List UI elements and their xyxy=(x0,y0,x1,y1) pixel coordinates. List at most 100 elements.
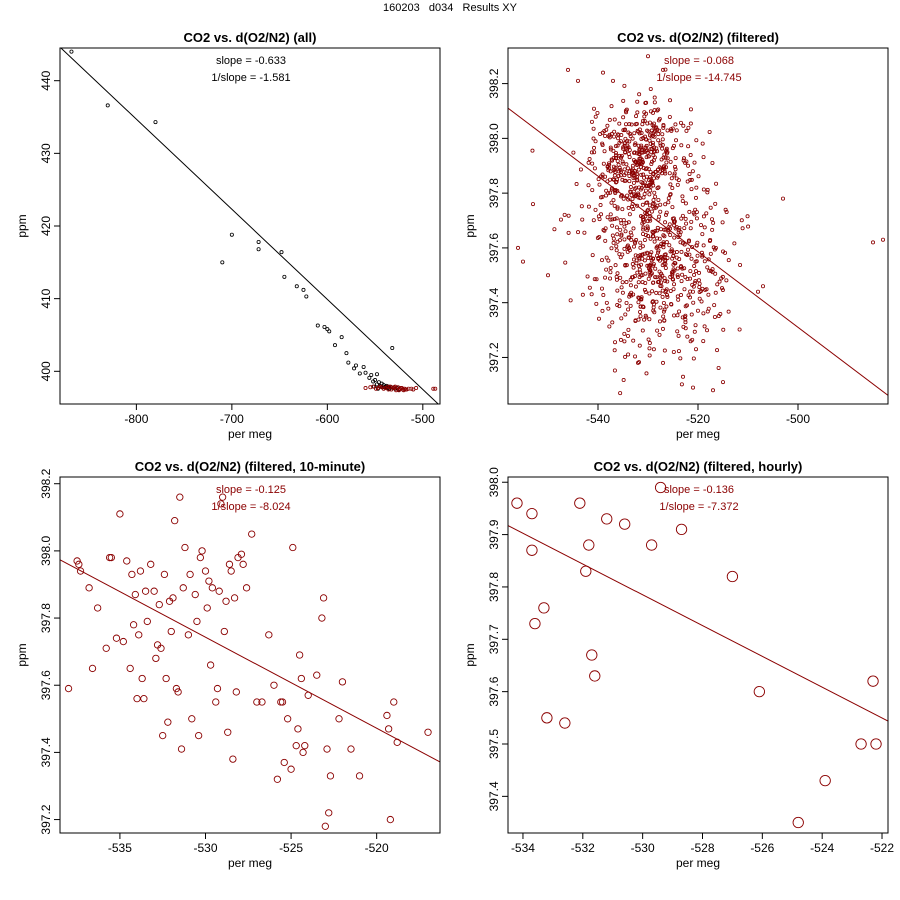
data-point xyxy=(623,178,628,183)
data-point xyxy=(609,187,614,192)
data-point xyxy=(668,288,673,293)
data-point xyxy=(685,334,690,339)
data-point xyxy=(632,239,637,244)
data-point xyxy=(607,324,612,329)
data-point xyxy=(511,497,523,509)
data-point xyxy=(614,244,619,249)
data-point xyxy=(633,141,638,146)
data-point xyxy=(248,530,256,538)
data-point xyxy=(664,210,669,215)
data-point xyxy=(615,159,620,164)
data-point xyxy=(167,627,175,636)
data-point xyxy=(631,265,636,270)
data-point xyxy=(633,354,638,359)
data-point xyxy=(321,822,329,830)
data-point xyxy=(297,674,306,683)
data-point xyxy=(339,335,344,340)
data-point xyxy=(635,110,640,115)
data-point xyxy=(630,196,635,201)
data-point xyxy=(621,161,626,166)
data-point xyxy=(612,368,617,373)
data-point xyxy=(609,131,614,136)
data-point xyxy=(409,386,414,391)
data-layer xyxy=(508,481,888,829)
data-point xyxy=(632,274,637,279)
data-point xyxy=(346,360,351,365)
data-point xyxy=(102,644,110,652)
data-point xyxy=(136,567,145,575)
data-point xyxy=(546,273,551,278)
data-point xyxy=(639,186,644,191)
data-point xyxy=(670,276,675,281)
data-point xyxy=(609,104,614,109)
data-point xyxy=(589,150,594,155)
data-point xyxy=(594,301,599,306)
data-point xyxy=(645,224,650,229)
data-point xyxy=(649,258,654,263)
data-point xyxy=(332,343,337,348)
data-point xyxy=(273,775,282,783)
data-point xyxy=(631,257,636,262)
data-point xyxy=(701,214,706,219)
data-point xyxy=(147,560,155,568)
chart-title: CO2 vs. d(O2/N2) (all) xyxy=(184,30,317,45)
data-point xyxy=(691,385,696,390)
data-point xyxy=(653,266,658,271)
data-point xyxy=(676,349,681,354)
data-point xyxy=(157,644,165,652)
data-point xyxy=(220,260,225,265)
data-point xyxy=(615,232,620,237)
data-point xyxy=(116,510,124,518)
data-point xyxy=(653,129,658,134)
data-point xyxy=(363,370,368,375)
data-point xyxy=(655,244,660,249)
data-point xyxy=(424,728,432,736)
data-point xyxy=(604,255,609,260)
data-point xyxy=(326,772,335,780)
data-point xyxy=(635,171,640,176)
data-point xyxy=(622,339,627,344)
data-point xyxy=(661,242,666,247)
data-point xyxy=(641,220,646,225)
y-tick-label: 397.5 xyxy=(487,729,501,759)
x-tick-label: -535 xyxy=(108,841,132,855)
data-point xyxy=(578,167,583,172)
data-point xyxy=(347,745,355,753)
data-point xyxy=(278,698,287,706)
data-point xyxy=(652,239,657,244)
data-point xyxy=(679,216,684,221)
data-point xyxy=(639,145,644,150)
data-point xyxy=(664,304,669,309)
data-point xyxy=(705,265,710,270)
data-point xyxy=(706,257,711,262)
data-point xyxy=(612,203,617,208)
data-point xyxy=(648,236,653,241)
data-point xyxy=(374,372,379,377)
data-point xyxy=(655,108,660,113)
y-tick-label: 410 xyxy=(39,288,53,308)
data-point xyxy=(392,385,397,390)
data-point xyxy=(295,651,304,659)
data-point xyxy=(656,257,661,262)
data-point xyxy=(587,285,592,290)
data-point xyxy=(651,230,656,235)
data-point xyxy=(652,206,657,211)
data-point xyxy=(580,292,585,297)
data-point xyxy=(660,294,665,299)
data-point xyxy=(625,333,630,338)
data-point xyxy=(650,131,655,136)
data-point xyxy=(682,315,687,320)
data-point xyxy=(659,284,664,289)
data-point xyxy=(689,219,694,224)
data-point xyxy=(663,202,668,207)
data-point xyxy=(237,550,246,558)
data-point xyxy=(590,188,595,193)
data-point xyxy=(739,218,744,223)
data-point xyxy=(696,278,701,283)
data-point xyxy=(711,388,716,393)
data-point xyxy=(595,111,600,116)
data-point xyxy=(675,182,680,187)
data-layer xyxy=(60,493,440,830)
data-point xyxy=(655,280,660,285)
data-point xyxy=(623,122,628,127)
